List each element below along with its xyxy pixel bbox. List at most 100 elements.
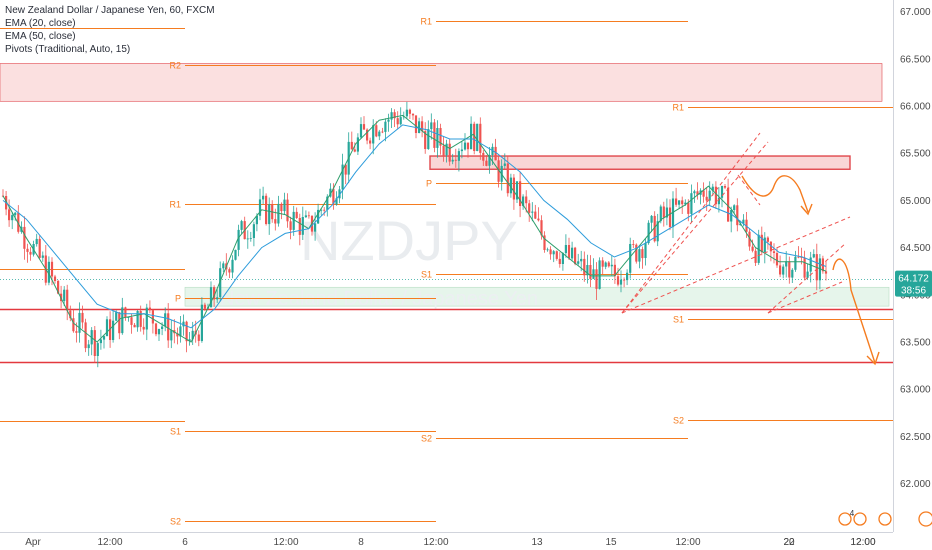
candle-body bbox=[616, 276, 620, 285]
candle-body bbox=[546, 249, 549, 251]
time-axis-bg bbox=[0, 532, 932, 550]
y-tick-label: 66.500 bbox=[900, 54, 931, 65]
candle-body bbox=[476, 123, 479, 151]
candle-body bbox=[84, 322, 87, 349]
candle-body bbox=[387, 119, 390, 122]
pivot-label-s1: S1 bbox=[170, 427, 181, 437]
candle-body bbox=[512, 177, 515, 200]
candle-body bbox=[583, 258, 586, 276]
x-tick-label: 12:00 bbox=[850, 537, 875, 548]
forecast-arrow-2 bbox=[832, 258, 876, 364]
candle-body bbox=[72, 318, 75, 332]
candle-body bbox=[580, 258, 583, 262]
candle-body bbox=[574, 247, 577, 264]
candle-body bbox=[454, 159, 457, 161]
candle-body bbox=[375, 125, 378, 137]
candle-body bbox=[240, 221, 243, 230]
support-zone bbox=[184, 286, 890, 307]
candle-body bbox=[571, 247, 574, 259]
candle-body bbox=[485, 160, 488, 166]
drawings-layer bbox=[621, 132, 880, 366]
candle-body bbox=[515, 181, 519, 200]
candle-body bbox=[442, 145, 445, 156]
candle-body bbox=[301, 217, 304, 235]
candle-body bbox=[626, 272, 629, 281]
candle-body bbox=[430, 122, 433, 130]
candle-body bbox=[112, 320, 115, 340]
candle-body bbox=[794, 256, 797, 270]
x-tick-label: 20 bbox=[783, 537, 795, 548]
candle-body bbox=[323, 209, 326, 211]
candle-body bbox=[519, 181, 522, 206]
candle-body bbox=[638, 249, 641, 262]
candle-body bbox=[610, 264, 613, 267]
candle-body bbox=[344, 164, 347, 175]
candle-body bbox=[782, 266, 785, 275]
pivot-label-s2: S2 bbox=[673, 416, 684, 426]
pivot-label-p: P bbox=[175, 294, 181, 304]
x-tick-label: 12:00 bbox=[423, 537, 448, 548]
candle-body bbox=[228, 269, 231, 273]
candle-body bbox=[115, 312, 118, 321]
candle-body bbox=[690, 193, 693, 214]
candle-body bbox=[772, 251, 776, 253]
candle-body bbox=[497, 160, 500, 182]
event-icon bbox=[918, 511, 932, 527]
x-tick-label: Apr bbox=[25, 537, 41, 548]
candle-body bbox=[558, 258, 561, 264]
candle-body bbox=[209, 287, 213, 308]
candle-body bbox=[528, 203, 531, 213]
candle-body bbox=[41, 255, 44, 258]
candle-body bbox=[197, 334, 200, 341]
candle-body bbox=[482, 152, 485, 161]
candle-body bbox=[396, 118, 399, 125]
candle-body bbox=[102, 336, 106, 340]
legend-pivots[interactable]: Pivots (Traditional, Auto, 15) bbox=[5, 44, 131, 55]
candle-body bbox=[99, 339, 102, 344]
candle-body bbox=[222, 263, 225, 269]
candle-body bbox=[35, 238, 38, 245]
candle-body bbox=[708, 190, 711, 201]
candle-body bbox=[433, 122, 436, 148]
channel-line-middle bbox=[621, 141, 769, 314]
candle-body bbox=[249, 238, 252, 239]
forecast-arrowhead-1 bbox=[800, 203, 813, 216]
y-tick-label: 63.000 bbox=[900, 385, 931, 396]
candle-body bbox=[436, 128, 439, 148]
candle-body bbox=[463, 142, 467, 150]
candle-body bbox=[11, 215, 14, 221]
candle-body bbox=[681, 200, 684, 205]
candle-body bbox=[384, 121, 387, 132]
candle-body bbox=[613, 264, 616, 277]
candle-body bbox=[191, 330, 194, 340]
legend-ema50[interactable]: EMA (50, close) bbox=[5, 31, 76, 42]
candle-body bbox=[179, 326, 182, 337]
candle-body bbox=[78, 312, 81, 333]
candle-body bbox=[81, 312, 84, 323]
candle-body bbox=[38, 238, 41, 258]
candle-body bbox=[203, 304, 206, 309]
candle-body bbox=[791, 269, 794, 278]
channel2-upper bbox=[767, 242, 847, 314]
candle-body bbox=[408, 109, 411, 114]
candle-body bbox=[503, 163, 506, 166]
candle-body bbox=[188, 339, 191, 342]
candle-body bbox=[788, 261, 791, 278]
ideas-count: 4 bbox=[850, 509, 855, 518]
candle-body bbox=[604, 262, 607, 267]
candle-body bbox=[506, 163, 509, 194]
candle-body bbox=[457, 151, 460, 161]
candle-body bbox=[543, 235, 546, 250]
candle-body bbox=[766, 237, 769, 242]
candle-body bbox=[262, 195, 265, 200]
candle-body bbox=[488, 155, 491, 166]
candle-body bbox=[372, 125, 375, 144]
candle-body bbox=[399, 117, 402, 125]
candle-body bbox=[779, 265, 782, 275]
legend-ema20[interactable]: EMA (20, close) bbox=[5, 18, 76, 29]
candle-body bbox=[252, 224, 255, 238]
candle-body bbox=[623, 279, 626, 281]
candle-body bbox=[161, 326, 164, 329]
